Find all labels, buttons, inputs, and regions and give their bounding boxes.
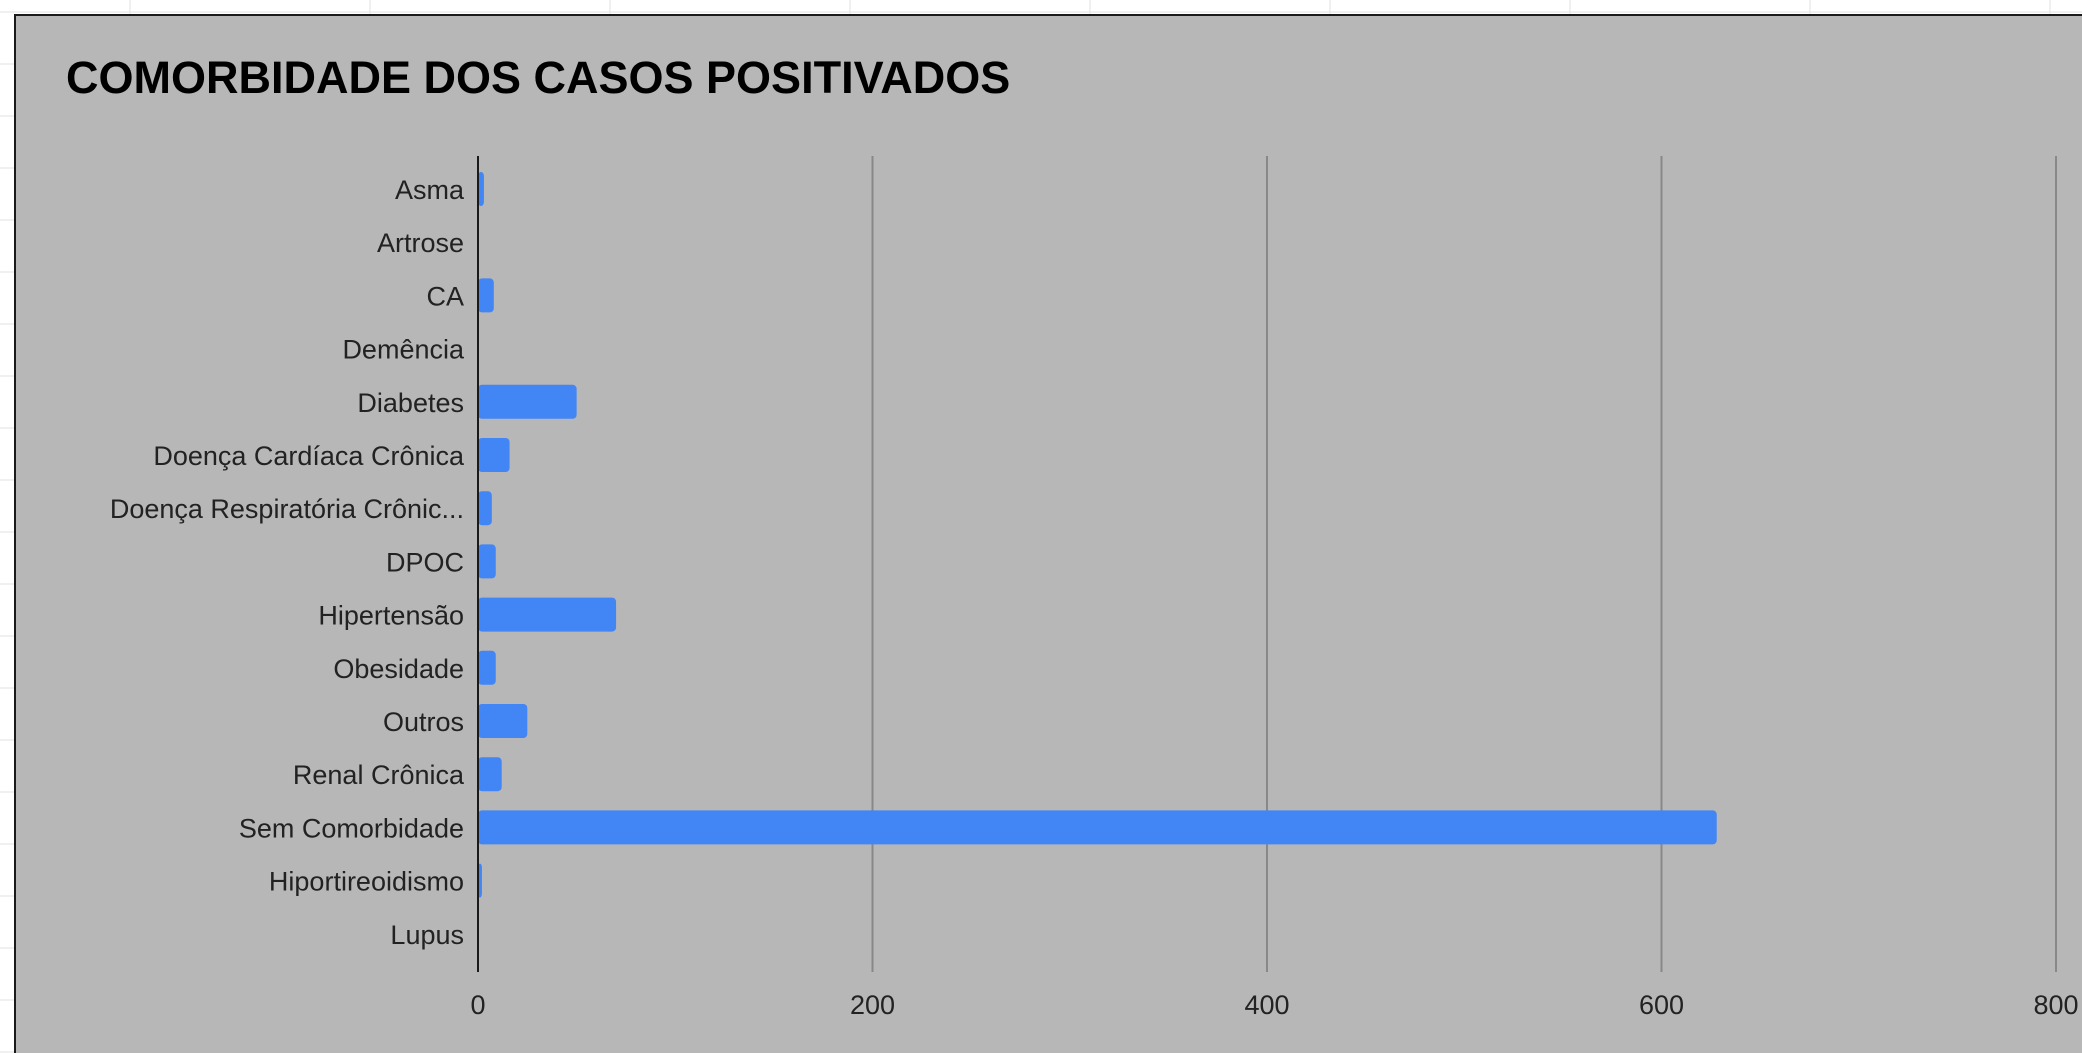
x-tick-labels: 0 200 400 600 800: [470, 990, 2078, 1020]
category-label: Doença Cardíaca Crônica: [153, 441, 465, 471]
bar: [478, 650, 496, 685]
category-label: Lupus: [390, 920, 464, 950]
category-label: Artrose: [377, 228, 464, 258]
x-tick-label: 400: [1244, 990, 1289, 1020]
bar-chart: COMORBIDADE DOS CASOS POSITIVADOS Asma Ar…: [66, 52, 2079, 1020]
category-label: Diabetes: [357, 388, 464, 418]
category-label: Hipertensão: [318, 601, 464, 631]
bar: [478, 172, 484, 206]
category-label: Outros: [383, 707, 464, 737]
category-label: CA: [426, 281, 464, 311]
chart-title: COMORBIDADE DOS CASOS POSITIVADOS: [66, 52, 1010, 103]
bar: [478, 544, 496, 579]
bar: [478, 810, 1717, 845]
x-tick-label: 200: [850, 990, 895, 1020]
x-tick-label: 600: [1639, 990, 1684, 1020]
bar: [478, 491, 492, 526]
category-label: Doença Respiratória Crônic...: [110, 494, 464, 524]
category-label: Obesidade: [333, 654, 464, 684]
x-tick-label: 800: [2033, 990, 2078, 1020]
bar: [478, 597, 617, 632]
chart-panel[interactable]: COMORBIDADE DOS CASOS POSITIVADOS Asma Ar…: [14, 14, 2082, 1053]
category-label: Demência: [342, 335, 465, 365]
gridlines: [871, 156, 2057, 972]
category-label: Sem Comorbidade: [239, 813, 464, 843]
bars: [478, 172, 1717, 898]
bar: [478, 438, 510, 472]
x-tick-label: 0: [470, 990, 485, 1020]
bar: [478, 704, 528, 738]
category-label: DPOC: [386, 547, 464, 577]
category-labels: Asma Artrose CA Demência Diabetes Doença Card…: [110, 175, 465, 950]
bar: [478, 278, 494, 313]
category-label: Renal Crônica: [293, 760, 465, 790]
bar: [478, 757, 502, 792]
category-label: Hiportireoidismo: [269, 867, 464, 897]
bar: [478, 384, 577, 419]
category-label: Asma: [395, 175, 465, 205]
